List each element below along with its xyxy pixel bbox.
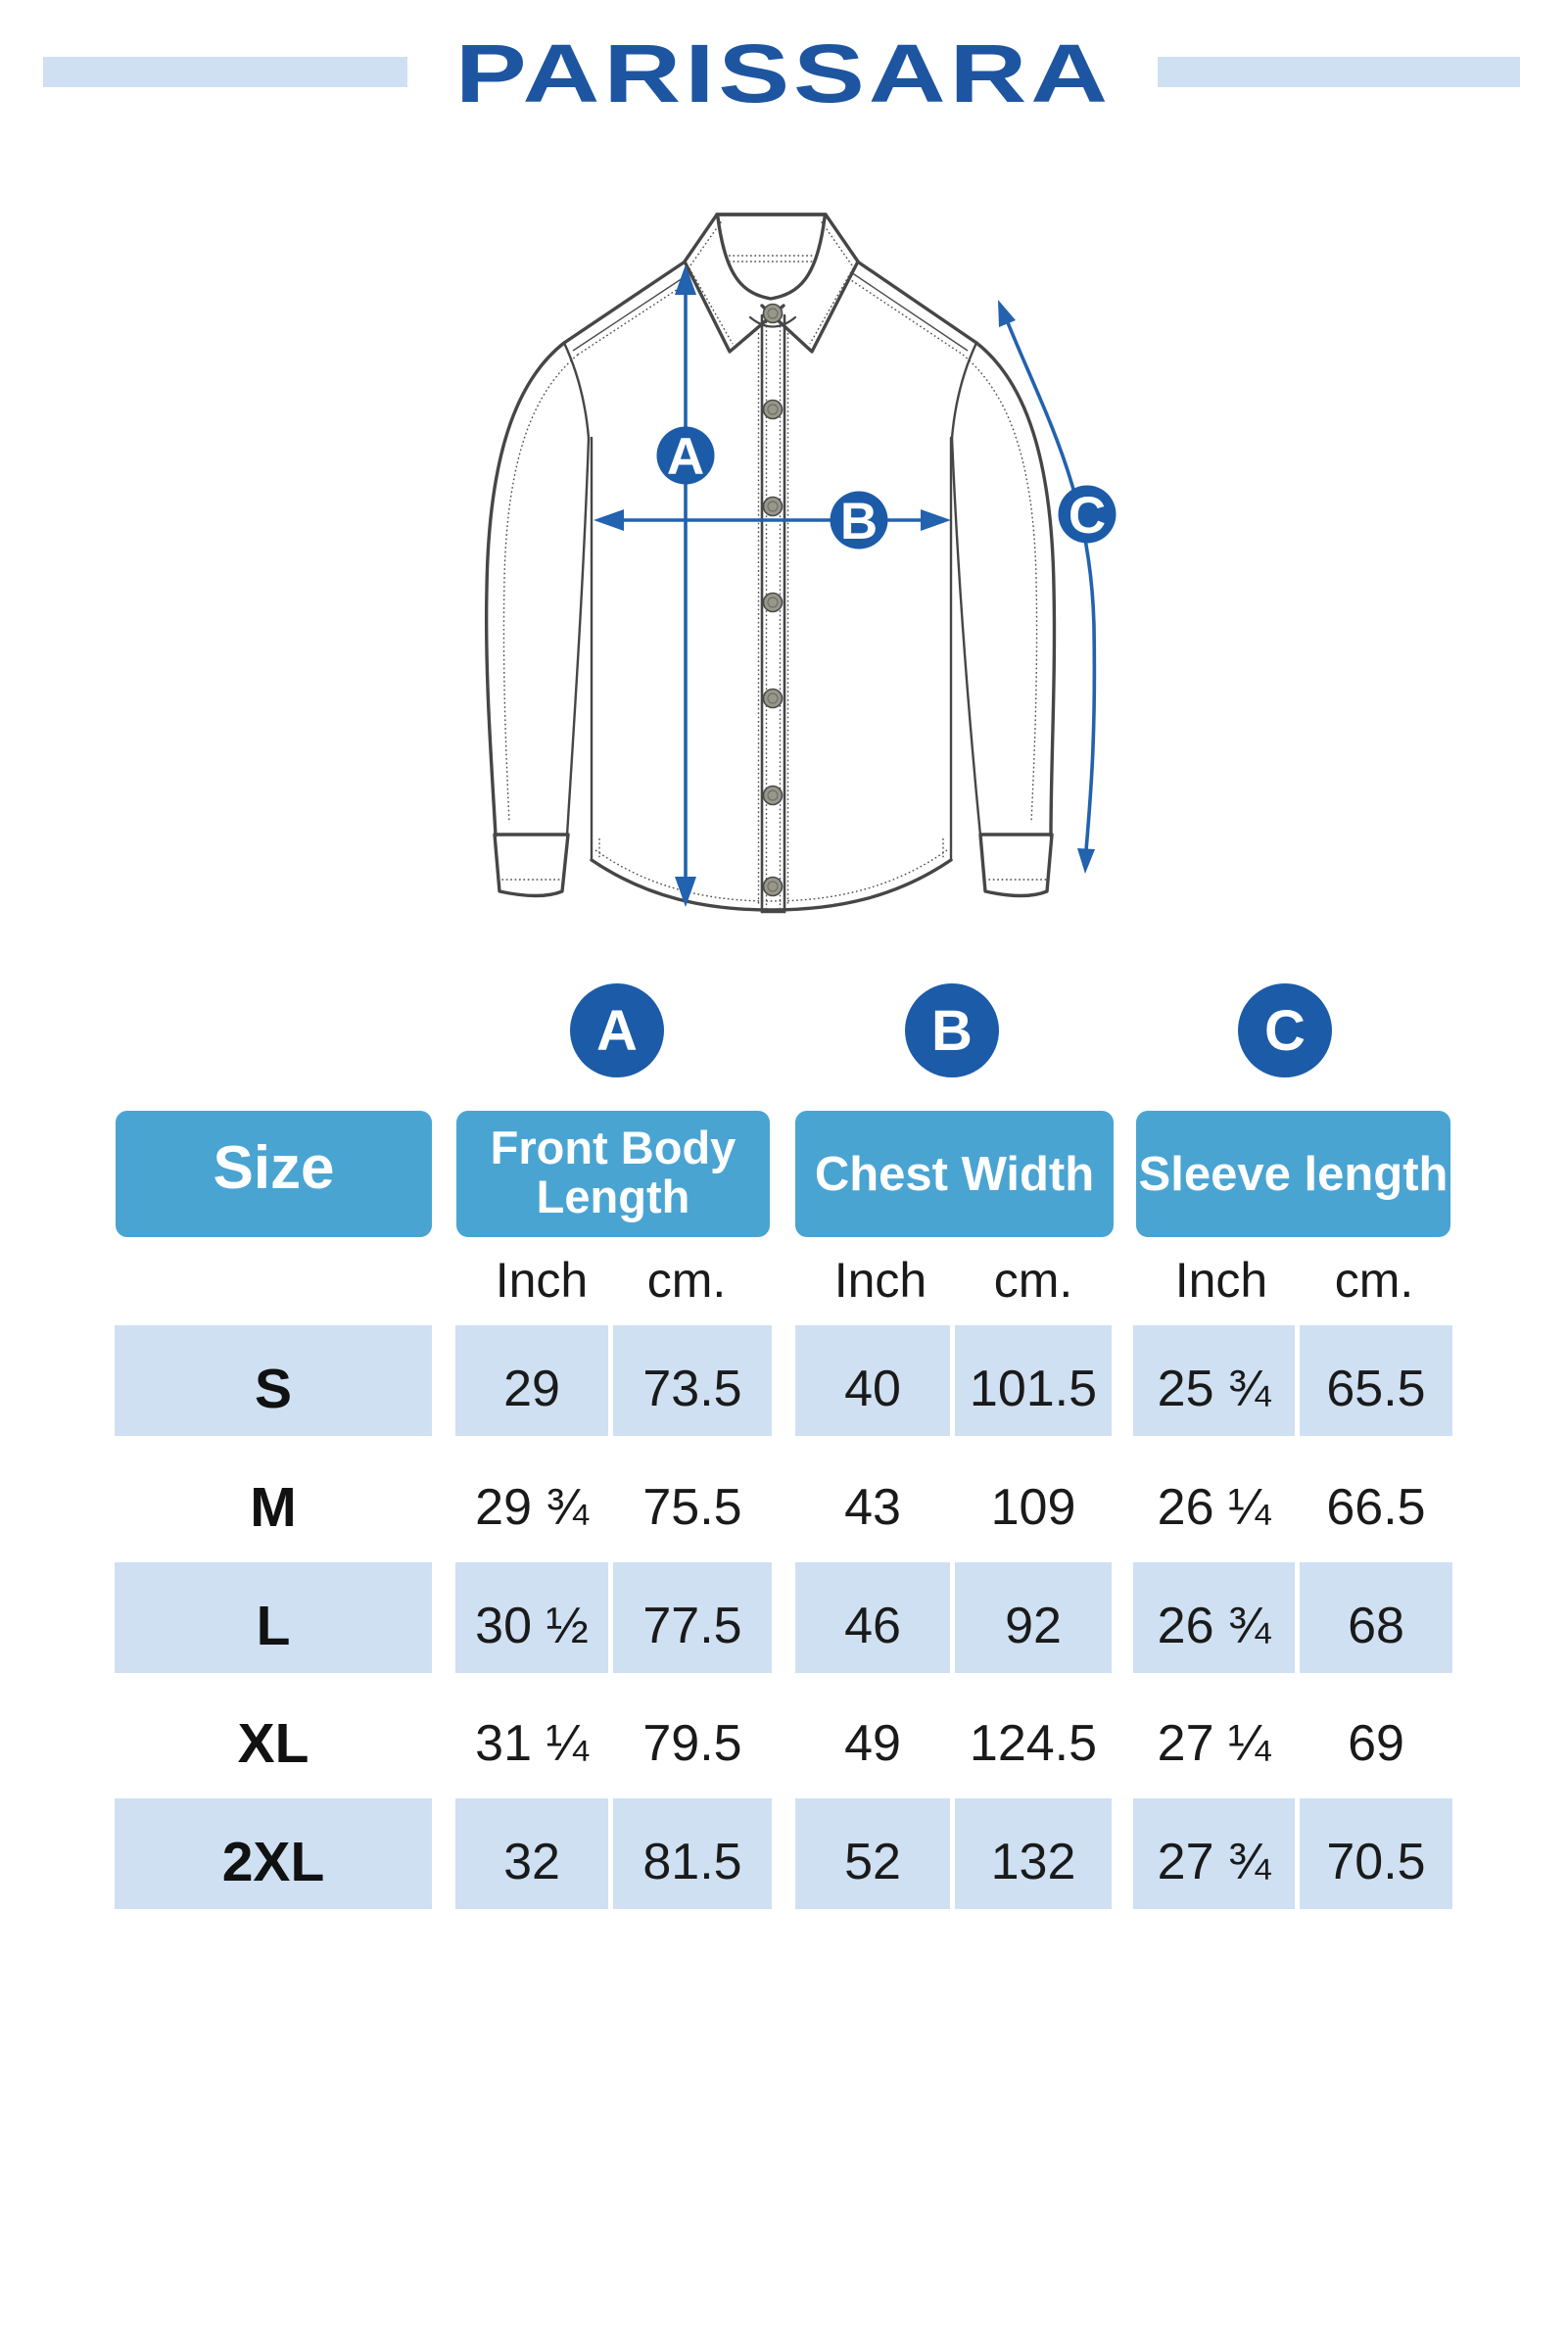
svg-text:A: A — [667, 428, 704, 486]
svg-text:C: C — [1069, 487, 1106, 545]
svg-text:B: B — [840, 493, 878, 550]
